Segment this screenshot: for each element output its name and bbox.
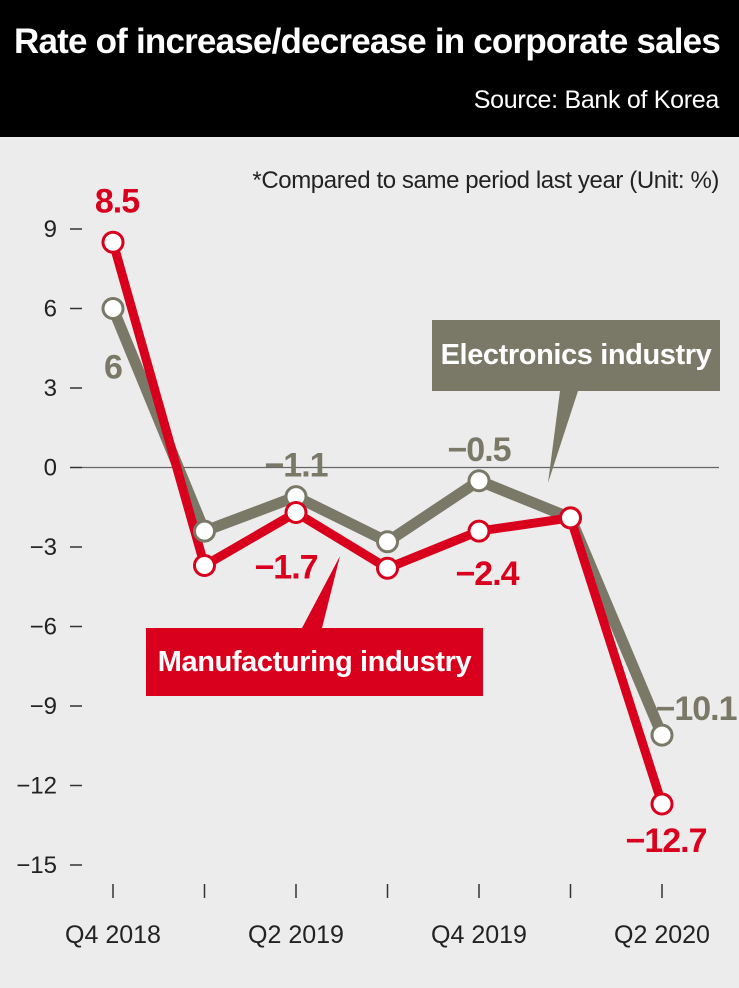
electronics-data-label: −0.5 [447,431,510,469]
electronics-point [467,469,491,493]
y-tick-label: −15 [16,852,57,879]
manufacturing-data-label: −2.4 [455,555,519,593]
manufacturing-data-label: −12.7 [625,822,706,860]
electronics-data-label: −1.1 [264,447,327,485]
manufacturing-data-label: −1.7 [254,549,317,587]
y-tick-label: 0 [44,455,57,482]
manufacturing-point [193,554,216,578]
electronics-point [101,297,125,320]
electronics-callout-pointer [548,391,578,483]
y-tick-label: 3 [44,375,57,402]
x-tick-label: Q2 2020 [614,921,710,949]
electronics-point [650,723,674,747]
manufacturing-callout-pointer [302,556,340,628]
y-tick-label: −9 [30,693,57,720]
chart-note: *Compared to same period last year (Unit… [252,167,719,194]
electronics-point [376,530,399,554]
manufacturing-point [650,792,674,816]
chart-header: Rate of increase/decrease in corporate s… [0,0,739,137]
y-tick-label: −12 [16,773,57,800]
legend-manufacturing: Manufacturing industry [146,628,483,696]
manufacturing-point [101,230,125,254]
manufacturing-point [284,501,308,525]
electronics-data-label: −10.1 [655,690,736,728]
manufacturing-data-label: 8.5 [95,182,139,220]
chart-title: Rate of increase/decrease in corporate s… [14,22,721,61]
chart-source: Source: Bank of Korea [473,86,720,114]
y-tick-label: −3 [30,534,57,561]
manufacturing-point [467,519,491,543]
electronics-data-label: 6 [104,349,122,387]
y-tick-label: −6 [30,614,57,641]
electronics-point [193,519,216,543]
x-tick-label: Q2 2019 [248,921,344,949]
manufacturing-point [559,506,582,530]
y-tick-label: 6 [44,296,57,323]
manufacturing-point [376,556,399,580]
x-tick-label: Q4 2019 [431,921,527,949]
legend-electronics: Electronics industry [432,320,720,391]
x-tick-label: Q4 2018 [65,921,161,949]
y-tick-label: 9 [44,216,57,243]
